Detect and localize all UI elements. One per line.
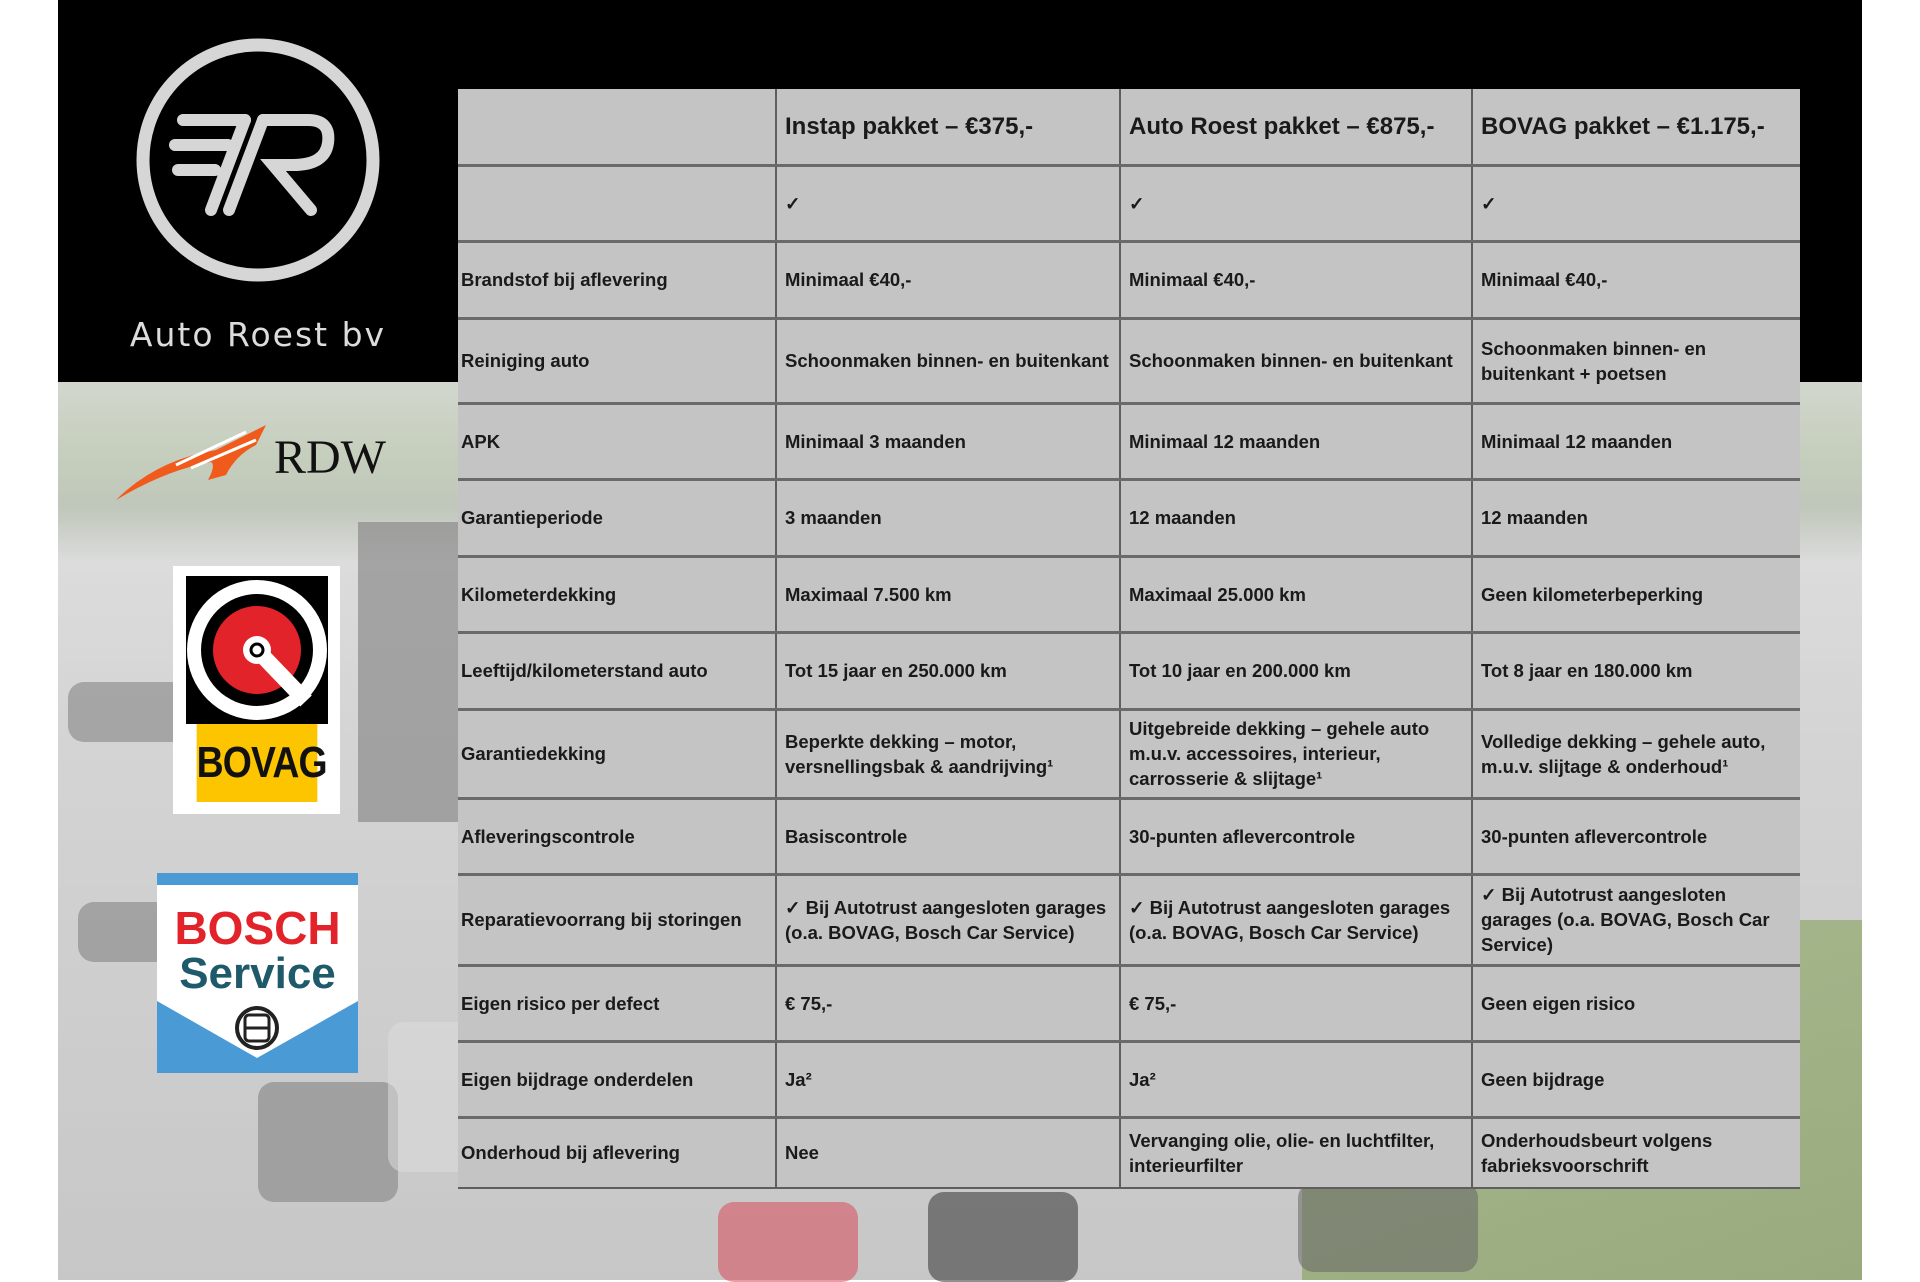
table-cell: Basiscontrole [775,796,1121,875]
table-cell: Ja² [775,1039,1121,1118]
bosch-shield-shape [157,885,358,1058]
bovag-emblem [186,576,328,724]
table-cell: Tot 15 jaar en 250.000 km [775,630,1121,710]
table-cell: Beperkte dekking – motor, versnellingsba… [775,707,1121,799]
bovag-wheel-icon [187,580,327,720]
table-cell: Maximaal 7.500 km [775,554,1121,633]
table-cell: Minimaal €40,- [775,239,1121,319]
table-cell: Maximaal 25.000 km [1119,554,1473,633]
package-header: Instap pakket – €375,- [775,89,1121,166]
car [1298,1182,1478,1272]
table-cell: Onderhoudsbeurt volgens fabrieksvoorschr… [1471,1115,1800,1189]
table-row: Eigen bijdrage onderdelen Ja² Ja² Geen bijd… [458,1039,1800,1118]
table-cell: Schoonmaken binnen- en buitenkant [1119,316,1473,404]
bosch-text: BOSCH [174,902,341,954]
row-label: Brandstof bij aflevering [458,239,777,319]
package-comparison-table: Instap pakket – €375,- Auto Roest pakket … [458,89,1800,1189]
table-cell: € 75,- [775,963,1121,1042]
table-cell: Minimaal 3 maanden [775,401,1121,480]
table-cell: Uitgebreide dekking – gehele auto m.u.v.… [1119,707,1473,799]
brand-name: Auto Roest bv [129,315,387,354]
row-label [458,163,777,242]
table-row: Eigen risico per defect € 75,- € 75,- Geen … [458,963,1800,1042]
bovag-text: BOVAG [196,724,328,802]
rdw-text: RDW [274,431,386,484]
table-cell: Minimaal €40,- [1119,239,1473,319]
row-label: Reiniging auto [458,316,777,404]
row-label: Kilometerdekking [458,554,777,633]
table-row: Afleveringscontrole Basiscontrole 30-punte… [458,796,1800,875]
table-cell: Nee [775,1115,1121,1189]
table-cell: ✓ Bij Autotrust aangesloten garages (o.a… [775,872,1121,966]
package-header: Auto Roest pakket – €875,- [1119,89,1473,166]
table-row: Kilometerdekking Maximaal 7.500 km Maximaa… [458,554,1800,633]
auto-roest-monogram-icon [136,38,380,282]
table-cell: Tot 8 jaar en 180.000 km [1471,630,1800,710]
row-label: Garantieperiode [458,477,777,557]
table-row: Reiniging auto Schoonmaken binnen- en bui… [458,316,1800,404]
table-cell: ✓ [1119,163,1473,242]
table-row: Reparatievoorrang bij storingen ✓ Bij Aut… [458,872,1800,966]
table-cell: Volledige dekking – gehele auto, m.u.v. … [1471,707,1800,799]
table-cell: 30-punten aflevercontrole [1471,796,1800,875]
row-label: APK [458,401,777,480]
car [928,1192,1078,1282]
table-row: Garantieperiode 3 maanden 12 maanden 12 maa… [458,477,1800,557]
table-cell: 12 maanden [1119,477,1473,557]
row-label: Leeftijd/kilometerstand auto [458,630,777,710]
table-cell: 12 maanden [1471,477,1800,557]
table-cell: Geen kilometerbeperking [1471,554,1800,633]
table-cell: Tot 10 jaar en 200.000 km [1119,630,1473,710]
table-cell: ✓ [775,163,1121,242]
table-header-row: Instap pakket – €375,- Auto Roest pakket … [458,89,1800,166]
row-label: Garantiedekking [458,707,777,799]
car [68,682,188,742]
car [718,1202,858,1282]
table-row: Onderhoud bij aflevering Nee Vervanging ol… [458,1115,1800,1189]
row-label: Eigen risico per defect [458,963,777,1042]
table-cell: Minimaal €40,- [1471,239,1800,319]
package-header: BOVAG pakket – €1.175,- [1471,89,1800,166]
row-label: Reparatievoorrang bij storingen [458,872,777,966]
table-cell: Ja² [1119,1039,1473,1118]
bosch-service-logo: BOSCH Service [157,873,358,1073]
table-cell: ✓ Bij Autotrust aangesloten garages (o.a… [1119,872,1473,966]
table-cell: € 75,- [1119,963,1473,1042]
row-label: Onderhoud bij aflevering [458,1115,777,1189]
table-cell: Schoonmaken binnen- en buitenkant + poet… [1471,316,1800,404]
table-cell: 30-punten aflevercontrole [1119,796,1473,875]
table-cell: Geen eigen risico [1471,963,1800,1042]
table-cell: Schoonmaken binnen- en buitenkant [775,316,1121,404]
table-cell: 3 maanden [775,477,1121,557]
bovag-logo: BOVAG [173,566,340,814]
service-text: Service [179,949,336,998]
rdw-swoosh-icon [116,425,266,500]
table-row: ✓ ✓ ✓ [458,163,1800,242]
table-cell: Minimaal 12 maanden [1119,401,1473,480]
table-cell: ✓ Bij Autotrust aangesloten garages (o.a… [1471,872,1800,966]
row-label: Eigen bijdrage onderdelen [458,1039,777,1118]
table-cell: Minimaal 12 maanden [1471,401,1800,480]
header-empty-cell [458,89,777,166]
table-cell: Vervanging olie, olie- en luchtfilter, i… [1119,1115,1473,1189]
table-row: Brandstof bij aflevering Minimaal €40,- Mi… [458,239,1800,319]
table-cell: Geen bijdrage [1471,1039,1800,1118]
table-row: APK Minimaal 3 maanden Minimaal 12 maanden… [458,401,1800,480]
table-cell: ✓ [1471,163,1800,242]
rdw-logo: RDW [116,420,396,505]
brand-logo: Auto Roest bv [58,0,458,382]
table-row: Leeftijd/kilometerstand auto Tot 15 jaar … [458,630,1800,710]
row-label: Afleveringscontrole [458,796,777,875]
car [258,1082,398,1202]
table-row: Garantiedekking Beperkte dekking – motor,… [458,707,1800,799]
